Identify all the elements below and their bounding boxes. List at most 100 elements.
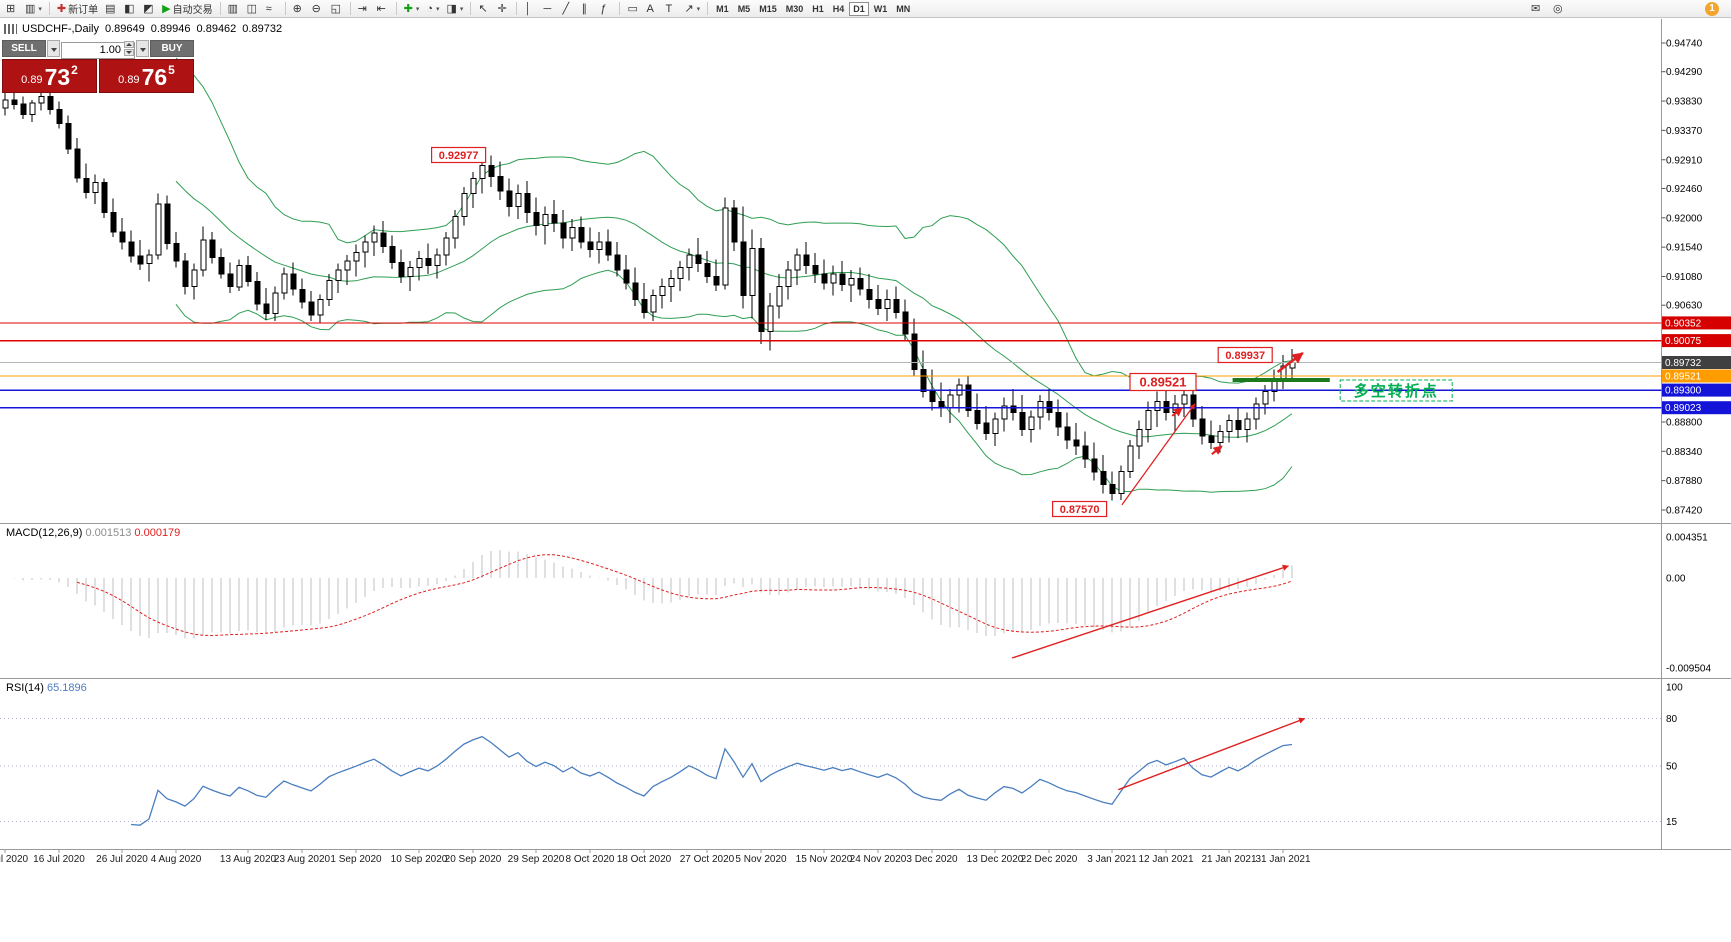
new-order-label: 新订单 [68,5,99,16]
svg-text:0.87880: 0.87880 [1666,476,1703,487]
ohlc-high: 0.89946 [150,23,191,35]
tile-windows-icon: ◱ [330,2,342,15]
chart-line-button[interactable]: ≈ [263,1,281,17]
crosshair-button[interactable]: ✛ [494,1,512,17]
svg-text:0.92000: 0.92000 [1666,213,1703,224]
buy-price-main: 76 [141,64,168,90]
arrows-tool-button[interactable]: ↗ ▾ [681,1,703,17]
messages-icon: ✉ [1531,2,1541,15]
rsi-panel: RSI(14) 65.1896 [0,682,1662,826]
svg-text:0.87570: 0.87570 [1060,504,1100,516]
volume-input[interactable] [61,41,135,59]
chevron-down-icon: ▾ [38,5,42,13]
zoom-in-button[interactable]: ⊕ [290,1,308,17]
chart-candles-button[interactable]: ◫ [244,1,262,17]
ohlc-open: 0.89649 [105,23,145,35]
chart-bars-button[interactable]: ▥ [225,1,243,17]
timeframe-m5-button[interactable]: M5 [734,2,755,16]
new-chart-button[interactable]: ⊞ [3,1,21,17]
svg-text:80: 80 [1666,714,1678,725]
new-order-icon: ✚ [56,2,67,15]
volume-decrease-button[interactable] [124,49,134,56]
chart-candles-icon: ◫ [246,2,258,15]
tile-windows-button[interactable]: ◱ [328,1,346,17]
terminal-button[interactable]: ◩ [140,1,158,17]
timeframe-h4-button[interactable]: H4 [829,2,849,16]
svg-text:24 Nov 2020: 24 Nov 2020 [850,854,907,865]
zoom-out-button[interactable]: ⊖ [309,1,327,17]
chart-annotations[interactable]: 多空转折点 0.92977 0.89937 0.89521 0.87570 [431,146,1453,791]
search-button[interactable]: ◎ [1550,1,1568,17]
price-axis[interactable]: 0.94740 0.94290 0.93830 0.93370 0.92910 0.924… [1661,39,1731,828]
new-order-button[interactable]: ✚ 新订单 [54,1,101,17]
templates-button[interactable]: ◨ ▾ [444,1,467,17]
svg-text:0.89521: 0.89521 [1665,371,1702,382]
svg-text:0.91540: 0.91540 [1666,243,1703,254]
timeframe-m30-button[interactable]: M30 [782,2,808,16]
profiles-button[interactable]: ▥ ▾ [22,1,45,17]
vertical-line-button[interactable]: │ [521,1,539,17]
buy-dropdown[interactable] [136,40,149,57]
periods-button[interactable]: ◔ ▾ [423,1,442,17]
cursor-icon: ↖ [478,2,488,15]
messages-button[interactable]: ✉ [1528,1,1546,17]
chevron-down-icon [51,48,57,52]
chart-line-icon: ≈ [265,2,272,15]
timeframe-w1-button[interactable]: W1 [870,2,892,16]
trendline-icon: ╱ [562,2,570,15]
toolbar-separator [470,2,472,15]
svg-text:0.94740: 0.94740 [1666,39,1703,50]
svg-text:-0.009504: -0.009504 [1666,664,1711,675]
timeframe-mn-button[interactable]: MN [892,2,914,16]
notification-badge[interactable]: 1 [1705,2,1719,16]
buy-button[interactable]: BUY [150,40,194,57]
text-label-button[interactable]: T [662,1,680,17]
svg-text:0.89937: 0.89937 [1225,350,1265,362]
periods-icon: ◔ [426,2,433,15]
shapes-button[interactable]: ▭ [624,1,642,17]
autotrading-button[interactable]: ▶ 自动交易 [159,1,215,17]
svg-text:31 Jan 2021: 31 Jan 2021 [1255,854,1310,865]
market-watch-button[interactable]: ▤ [102,1,120,17]
cursor-button[interactable]: ↖ [475,1,493,17]
sell-dropdown[interactable] [47,40,60,57]
toolbar-separator [284,2,286,15]
text-tool-button[interactable]: A [643,1,661,17]
svg-text:8 Jul 2020: 8 Jul 2020 [0,854,29,865]
timeframe-d1-button[interactable]: D1 [849,1,869,16]
timeframe-m15-button[interactable]: M15 [755,2,781,16]
indicators-button[interactable]: ✚ ▾ [401,1,423,17]
svg-text:50: 50 [1666,762,1678,773]
svg-text:0.92460: 0.92460 [1666,184,1703,195]
sell-price-box[interactable]: 0.89 73 2 [2,59,97,93]
buy-price-box[interactable]: 0.89 76 5 [99,59,194,93]
market-watch-icon: ▤ [105,2,116,15]
buy-price-sup: 5 [168,63,175,77]
fibonacci-icon: ƒ [600,2,607,15]
autotrading-label: 自动交易 [172,5,213,16]
chart-shift-button[interactable]: ⇤ [374,1,392,17]
trendline-button[interactable]: ╱ [559,1,577,17]
auto-scroll-button[interactable]: ⇥ [355,1,373,17]
data-window-button[interactable]: ◧ [121,1,139,17]
candles-layer [2,88,1296,501]
fibonacci-button[interactable]: ƒ [597,1,615,17]
svg-text:8 Oct 2020: 8 Oct 2020 [566,854,615,865]
zoom-out-icon: ⊖ [311,2,321,15]
svg-text:0.90630: 0.90630 [1666,301,1703,312]
equidistant-channel-icon: ∥ [581,2,587,15]
equidistant-channel-button[interactable]: ∥ [578,1,596,17]
svg-text:0.88340: 0.88340 [1666,447,1703,458]
volume-increase-button[interactable] [124,41,134,48]
bollinger-bands [175,57,1293,493]
buy-price-prefix: 0.89 [118,74,140,86]
timeframe-h1-button[interactable]: H1 [808,2,828,16]
horizontal-line-button[interactable]: ─ [540,1,558,17]
sell-button[interactable]: SELL [2,40,46,57]
timeframe-m1-button[interactable]: M1 [712,2,733,16]
horizontal-line-objects[interactable] [0,322,1662,409]
chevron-down-icon: ▾ [696,5,701,13]
chevron-down-icon [140,48,146,52]
